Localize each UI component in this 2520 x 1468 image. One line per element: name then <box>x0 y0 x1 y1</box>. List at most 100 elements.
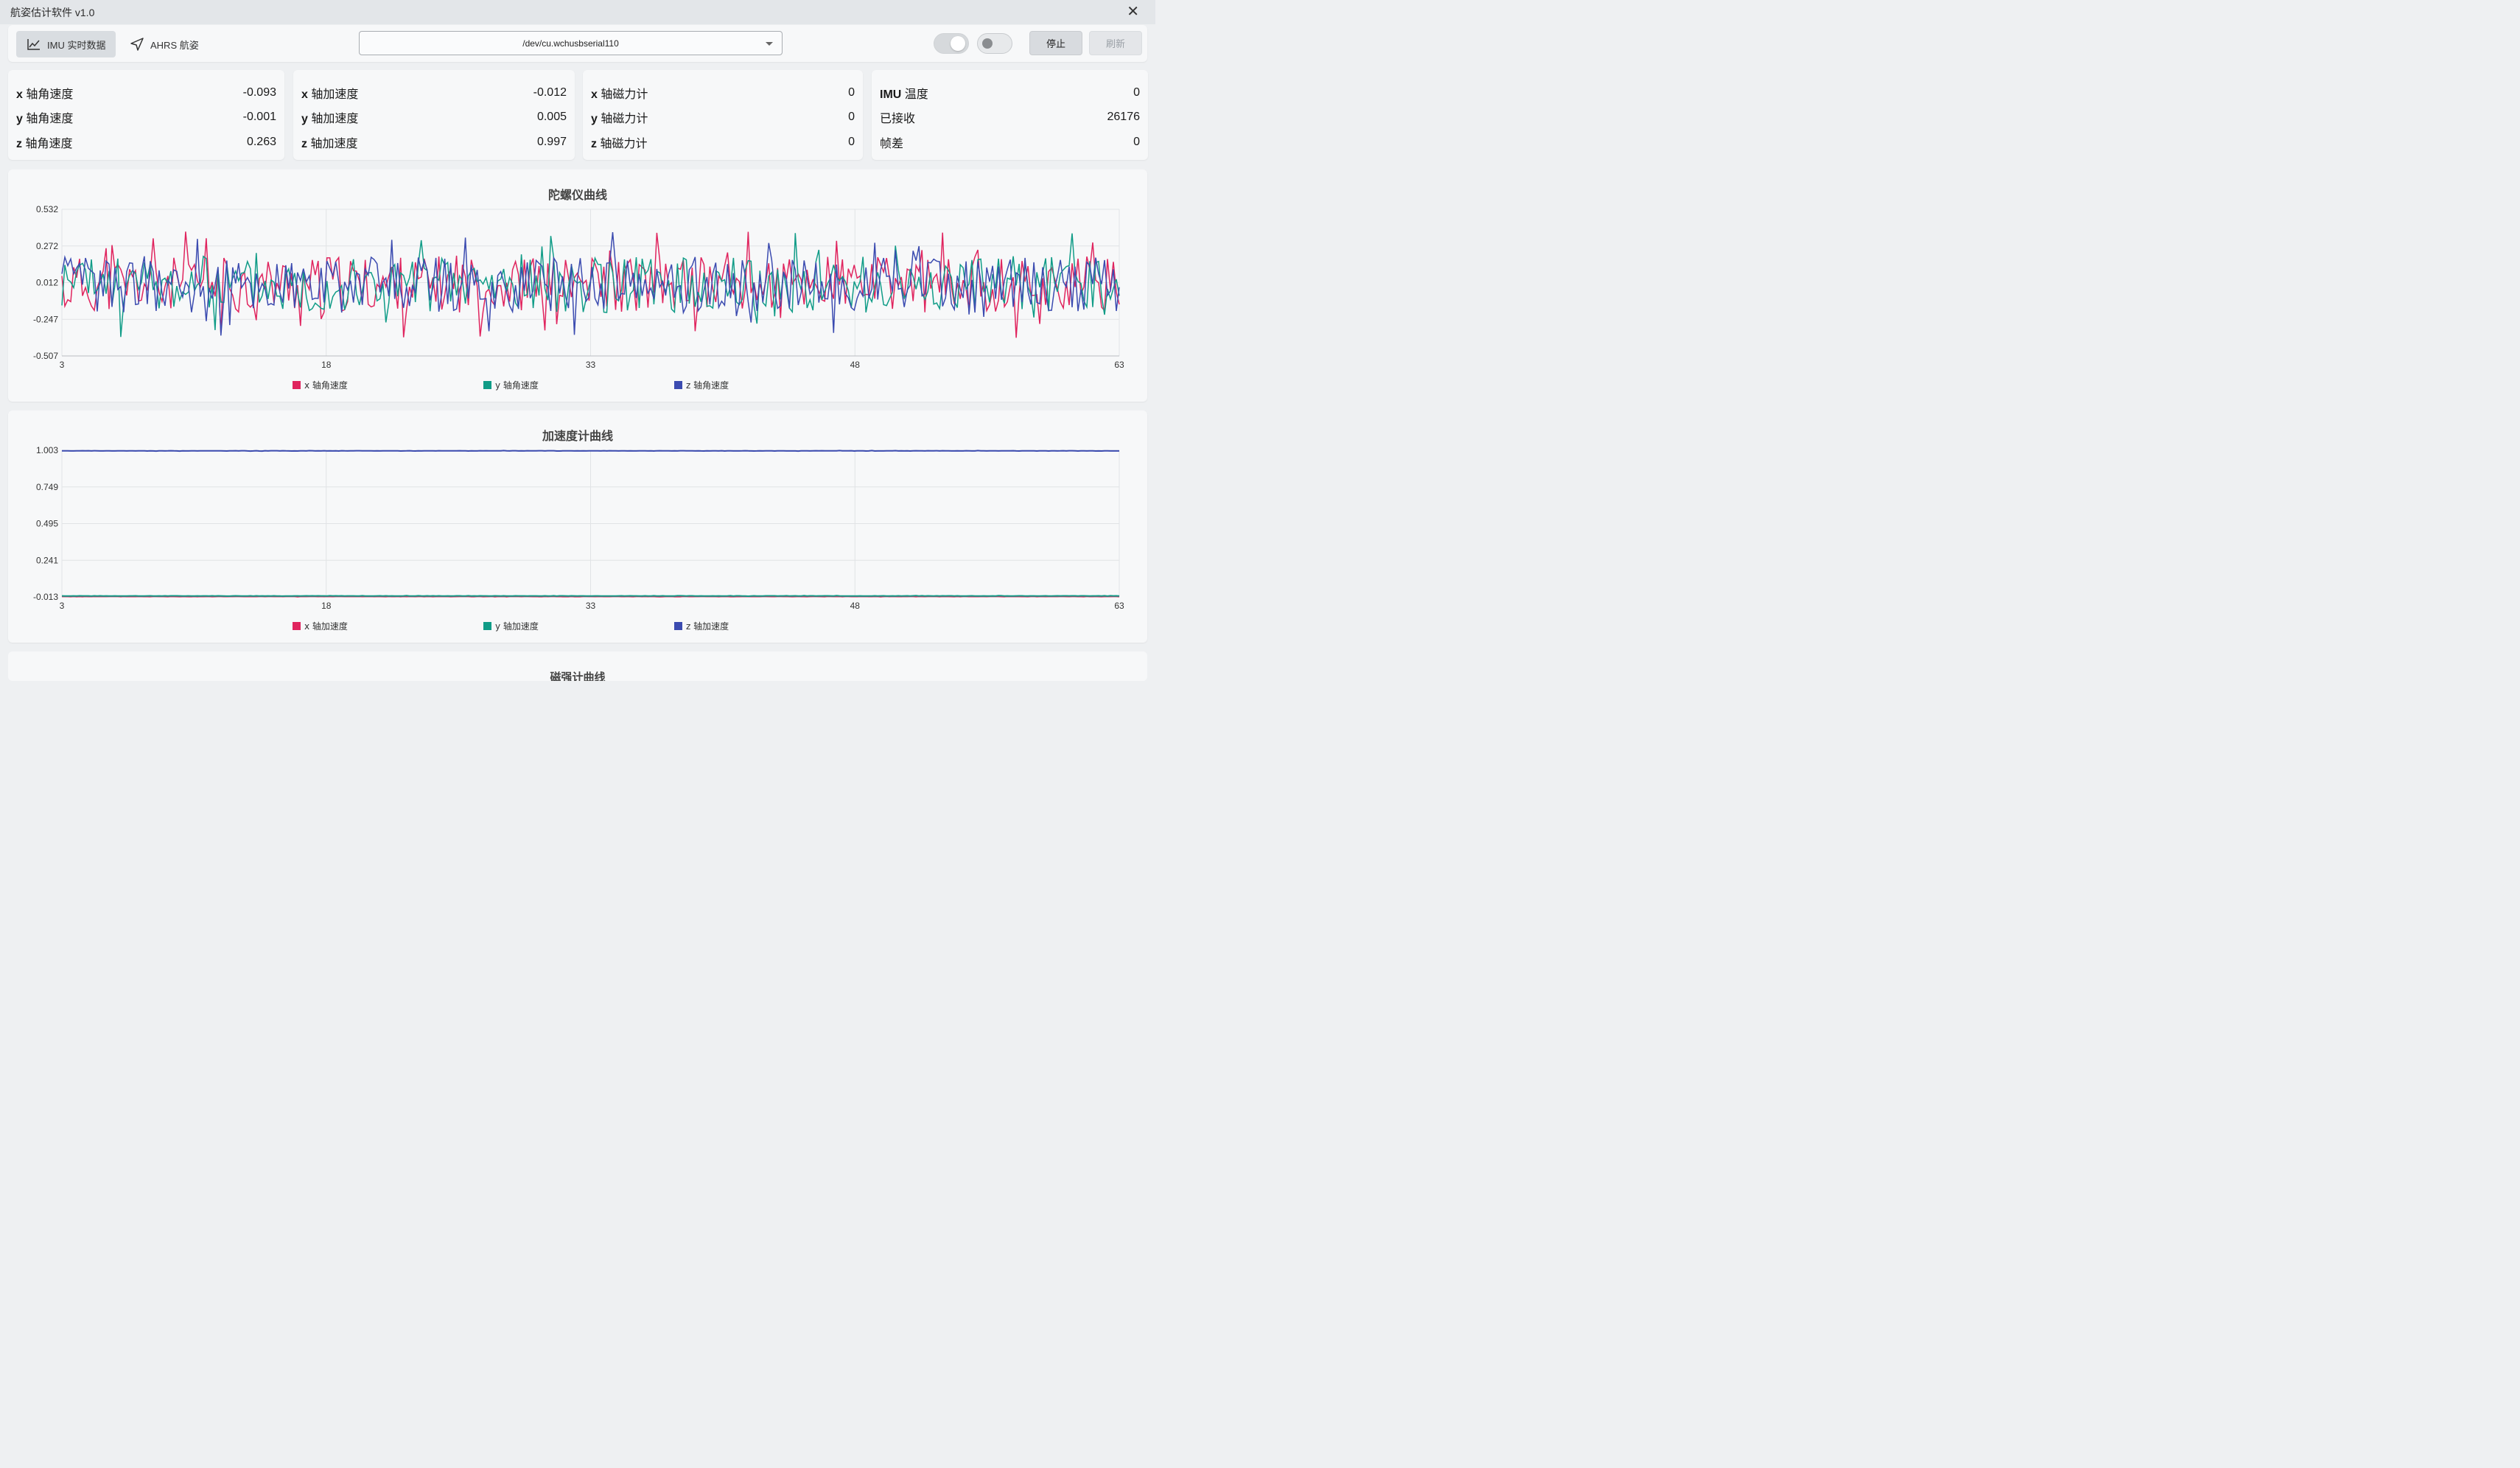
stat-label-text: 轴磁力计 <box>601 88 648 101</box>
stat-label-text: 温度 <box>904 88 928 101</box>
stat-card: x 轴加速度 -0.012 y 轴加速度 0.005 z 轴加速度 0.997 <box>293 70 575 160</box>
x-tick-label: 18 <box>321 360 332 370</box>
y-tick-label: -0.013 <box>33 592 58 602</box>
x-tick-label: 18 <box>321 601 332 611</box>
tab-ahrs[interactable]: AHRS 航姿 <box>119 31 209 57</box>
stat-row: x 轴角速度 -0.093 <box>16 80 276 105</box>
stat-row: z 轴角速度 0.263 <box>16 130 276 155</box>
stat-card: x 轴磁力计 0 y 轴磁力计 0 z 轴磁力计 0 <box>583 70 863 160</box>
toolbar: IMU 实时数据 AHRS 航姿 /dev/cu.wchusbserial110… <box>8 25 1147 62</box>
toggle-switch-2[interactable] <box>977 33 1012 54</box>
stat-label: x 轴角速度 <box>16 84 73 102</box>
tab-ahrs-label: AHRS 航姿 <box>150 39 199 51</box>
x-tick-label: 63 <box>1114 360 1124 370</box>
line-chart-icon <box>27 39 40 50</box>
legend-swatch <box>674 622 682 630</box>
stat-value: 0 <box>848 85 855 99</box>
y-tick-label: 1.003 <box>36 445 58 455</box>
stat-row: 已接收 26176 <box>880 105 1140 130</box>
title-bar: 航姿估计软件 v1.0 ✕ <box>0 0 1155 24</box>
stat-card: x 轴角速度 -0.093 y 轴角速度 -0.001 z 轴角速度 0.263 <box>8 70 284 160</box>
stat-label-text: 帧差 <box>880 137 904 150</box>
stat-label-text: 轴角速度 <box>25 137 73 150</box>
legend-swatch <box>483 622 491 630</box>
stat-row: y 轴磁力计 0 <box>591 105 855 130</box>
series-line <box>61 595 1120 598</box>
y-tick-label: 0.495 <box>36 519 58 529</box>
toggle-knob <box>951 36 965 51</box>
stat-axis: z <box>301 137 307 150</box>
y-tick-label: 0.532 <box>36 204 58 214</box>
window-title: 航姿估计软件 v1.0 <box>10 6 95 18</box>
stat-value: 0.997 <box>536 135 567 148</box>
refresh-button[interactable]: 刷新 <box>1089 31 1142 55</box>
stat-row: z 轴磁力计 0 <box>591 130 855 155</box>
y-tick-label: 0.241 <box>36 555 58 565</box>
stat-label: x 轴磁力计 <box>591 84 648 102</box>
toggle-switch-1[interactable] <box>934 33 969 54</box>
x-tick-label: 33 <box>586 601 596 611</box>
chevron-down-icon <box>766 42 773 46</box>
x-tick-label: 3 <box>60 601 65 611</box>
serial-port-value: /dev/cu.wchusbserial110 <box>522 38 619 49</box>
y-tick-label: 0.749 <box>36 482 58 492</box>
stat-value: 0.005 <box>536 111 567 124</box>
series-line <box>61 450 1119 452</box>
x-tick-label: 63 <box>1114 601 1124 611</box>
close-icon[interactable]: ✕ <box>1127 4 1139 20</box>
stat-value: -0.012 <box>533 85 567 99</box>
stat-label-text: 轴磁力计 <box>600 137 648 150</box>
stat-axis: IMU <box>880 88 902 101</box>
stat-axis: x <box>16 88 23 101</box>
stat-label-text: 轴磁力计 <box>601 113 648 126</box>
stat-card: IMU 温度 0 已接收 26176 帧差 0 <box>872 70 1148 160</box>
legend-swatch <box>293 381 301 389</box>
stat-value: 0.263 <box>246 135 276 148</box>
gyro-chart-panel: 陀螺仪曲线 3 18 33 48 63 0.532 0.272 0.012 -0.247 -0.50… <box>8 169 1147 402</box>
stat-value: -0.093 <box>242 85 276 99</box>
stat-axis: z <box>591 137 597 150</box>
stat-row: x 轴磁力计 0 <box>591 80 855 105</box>
stat-axis: y <box>591 113 598 126</box>
stat-label: z 轴磁力计 <box>591 133 647 151</box>
stop-button[interactable]: 停止 <box>1029 31 1082 55</box>
stat-label: y 轴磁力计 <box>591 108 648 126</box>
x-tick-label: 33 <box>586 360 596 370</box>
stat-label: y 轴角速度 <box>16 108 73 126</box>
stat-row: 帧差 0 <box>880 130 1140 155</box>
stat-value: 0 <box>1133 135 1140 148</box>
legend-label: y 轴角速度 <box>495 380 539 391</box>
x-tick-label: 48 <box>850 360 861 370</box>
legend-label: x 轴角速度 <box>304 380 348 391</box>
accel-chart: 加速度计曲线 3 18 33 48 63 1.003 0.749 0.495 0.241 -0.01… <box>33 429 1124 632</box>
stat-label-text: 轴加速度 <box>310 137 358 150</box>
chart-title: 陀螺仪曲线 <box>548 188 607 202</box>
series-line <box>61 232 1120 336</box>
stat-axis: y <box>16 113 23 126</box>
tab-imu-realtime[interactable]: IMU 实时数据 <box>16 31 116 57</box>
y-tick-label: 0.272 <box>36 241 58 251</box>
y-tick-label: -0.247 <box>33 314 58 324</box>
legend-label: x 轴加速度 <box>304 621 348 632</box>
y-tick-label: 0.012 <box>36 278 58 288</box>
legend-label: z 轴角速度 <box>686 380 729 391</box>
stat-value: 0 <box>848 111 855 124</box>
x-tick-label: 3 <box>60 360 65 370</box>
stat-row: x 轴加速度 -0.012 <box>301 80 567 105</box>
stat-label: z 轴角速度 <box>16 133 72 151</box>
stat-axis: x <box>301 88 308 101</box>
stat-label-text: 轴加速度 <box>311 113 359 126</box>
stat-row: IMU 温度 0 <box>880 80 1140 105</box>
x-tick-label: 48 <box>850 601 861 611</box>
serial-port-select[interactable]: /dev/cu.wchusbserial110 <box>359 31 783 55</box>
stat-label: x 轴加速度 <box>301 84 358 102</box>
stat-label: z 轴加速度 <box>301 133 357 151</box>
navigation-arrow-icon <box>130 38 144 51</box>
legend-label: y 轴加速度 <box>495 621 539 632</box>
accel-chart-panel: 加速度计曲线 3 18 33 48 63 1.003 0.749 0.495 0.241 -0.01… <box>8 410 1147 643</box>
stat-axis: y <box>301 113 308 126</box>
stat-label: 已接收 <box>880 108 915 126</box>
chart-title: 加速度计曲线 <box>542 429 613 443</box>
stat-label: 帧差 <box>880 133 903 151</box>
stat-value: 0 <box>1133 85 1140 99</box>
